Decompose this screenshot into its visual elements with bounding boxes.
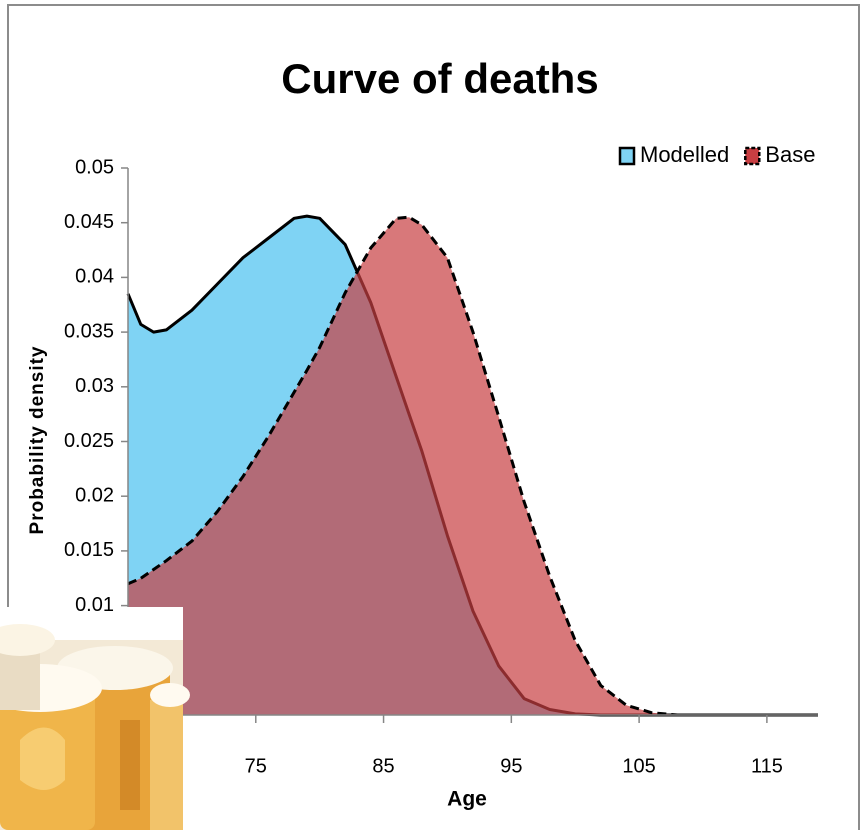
legend-label: Base <box>765 142 815 167</box>
chart: Curve of deaths Age Probability density … <box>0 0 868 830</box>
y-tick-label: 0.03 <box>75 375 114 397</box>
x-axis-label: Age <box>447 788 487 811</box>
x-tick-label: 105 <box>622 755 655 777</box>
beer-mug <box>150 700 183 830</box>
y-tick-label: 0.045 <box>64 211 114 233</box>
y-tick-label: 0.02 <box>75 484 114 506</box>
beer-mug <box>0 650 40 710</box>
legend-label: Modelled <box>640 142 729 167</box>
y-tick-label: 0.01 <box>75 594 114 616</box>
y-tick-label: 0.04 <box>75 266 114 288</box>
y-tick-label: 0.05 <box>75 156 114 178</box>
x-tick-label: 75 <box>245 755 267 777</box>
beer-photo <box>0 607 190 830</box>
legend-swatch <box>745 148 759 164</box>
y-tick-label: 0.015 <box>64 539 114 561</box>
legend: Modelled Base <box>620 142 815 167</box>
y-tick-label: 0.035 <box>64 320 114 342</box>
x-tick-label: 115 <box>751 755 783 777</box>
y-axis-label: Probability density <box>27 346 48 535</box>
beer-foam <box>150 683 190 707</box>
x-tick-label: 85 <box>372 755 394 777</box>
chart-title: Curve of deaths <box>281 55 598 102</box>
glass-shadow <box>120 720 140 810</box>
legend-swatch <box>620 148 634 164</box>
x-tick-label: 95 <box>500 755 522 777</box>
glass-highlight <box>20 728 65 791</box>
y-tick-label: 0.025 <box>64 430 114 452</box>
